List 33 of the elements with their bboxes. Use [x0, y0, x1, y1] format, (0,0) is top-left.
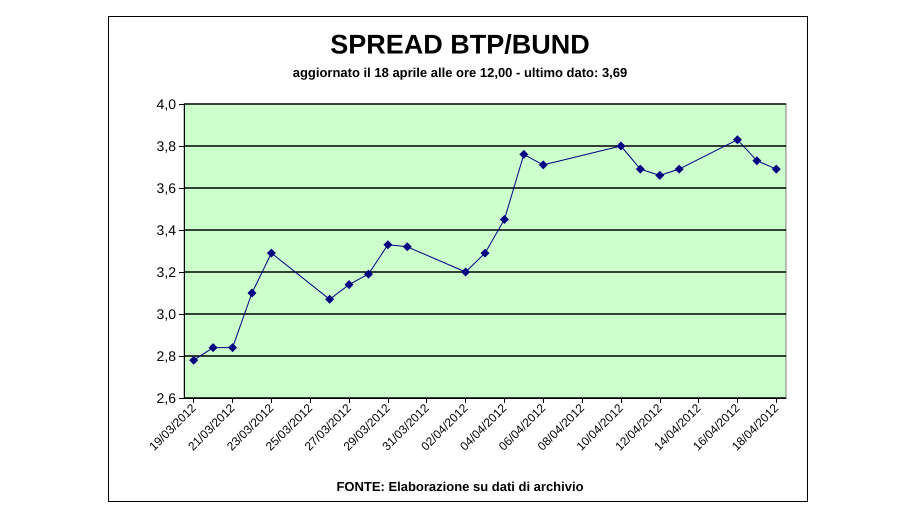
point	[344, 280, 354, 290]
point	[266, 248, 276, 258]
point	[732, 135, 742, 144]
y-tick-label: 4,0	[156, 96, 176, 112]
point	[636, 164, 645, 174]
point	[519, 150, 528, 159]
point	[247, 288, 256, 298]
y-tick-label: 3,4	[156, 222, 176, 238]
y-tick-label: 3,8	[156, 138, 176, 154]
point	[228, 343, 238, 352]
point	[752, 156, 762, 166]
point	[655, 170, 664, 180]
y-tick-label: 2,6	[156, 390, 176, 406]
chart-subtitle: aggiornato il 18 aprile alle ore 12,00 - ultimo dato: 3,69	[292, 65, 628, 80]
point	[461, 268, 470, 276]
point	[538, 160, 548, 170]
source-note: FONTE: Elaborazione su dati di archivio	[336, 479, 584, 494]
point	[674, 164, 684, 174]
point	[402, 242, 412, 252]
y-tick-label: 3,2	[156, 264, 176, 280]
point	[480, 248, 490, 258]
point	[208, 343, 218, 352]
point	[364, 270, 373, 279]
point	[325, 294, 334, 304]
y-tick-label: 3,0	[156, 306, 176, 322]
y-tick-label: 2,8	[156, 348, 176, 364]
chart-title: SPREAD BTP/BUND	[330, 30, 590, 60]
point	[383, 240, 392, 250]
point	[189, 356, 198, 365]
point	[772, 164, 781, 174]
point	[616, 142, 626, 150]
point	[500, 215, 509, 224]
y-tick-label: 3,6	[156, 180, 176, 196]
